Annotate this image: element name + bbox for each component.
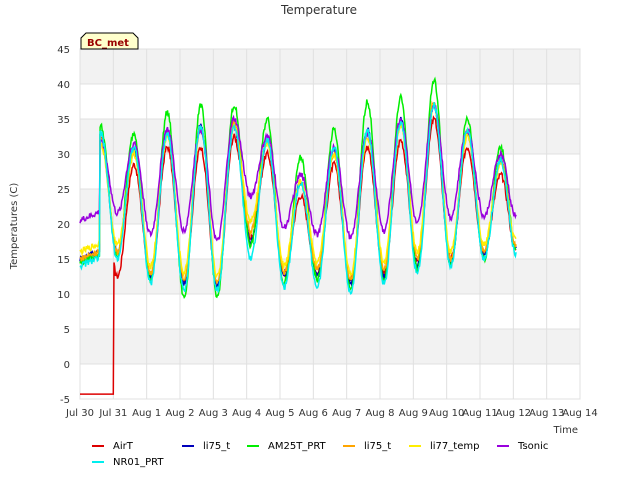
series-lines: [79, 76, 517, 395]
x-tick-label: Jul 31: [98, 408, 127, 419]
series-line-nr01-prt: [79, 102, 517, 296]
legend-label: AM25T_PRT: [268, 441, 327, 452]
x-tick-label: Aug 3: [199, 408, 228, 419]
x-tick-label: Aug 9: [399, 408, 428, 419]
y-tick-label: 35: [57, 115, 70, 126]
y-tick-label: 15: [57, 255, 70, 266]
plot-band: [80, 189, 580, 224]
x-axis-ticks: Jul 30 Jul 31 Aug 1 Aug 2 Aug 3 Aug 4 Aug 5 Aug…: [65, 408, 598, 419]
y-axis-title: Temperatures (C): [9, 183, 20, 271]
x-tick-label: Aug 8: [365, 408, 394, 419]
plot-band: [80, 49, 580, 84]
x-tick-label: Aug 10: [429, 408, 464, 419]
y-tick-label: 0: [64, 360, 70, 371]
x-tick-label: Aug 13: [529, 408, 564, 419]
legend-label: Tsonic: [517, 441, 548, 452]
y-tick-label: 20: [57, 220, 70, 231]
site-label-box: BC_met: [80, 32, 139, 50]
x-tick-label: Aug 11: [462, 408, 497, 419]
y-tick-label: 45: [57, 45, 70, 56]
x-tick-label: Aug 1: [132, 408, 161, 419]
x-axis-title: Time: [553, 425, 578, 436]
plot-band: [80, 364, 580, 399]
y-tick-label: 5: [64, 325, 70, 336]
legend-label: li77_temp: [430, 441, 479, 452]
x-tick-label: Aug 7: [332, 408, 361, 419]
x-tick-label: Aug 6: [299, 408, 328, 419]
x-tick-label: Aug 2: [165, 408, 194, 419]
x-tick-label: Aug 12: [496, 408, 531, 419]
x-tick-label: Aug 4: [232, 408, 261, 419]
x-tick-label: Aug 5: [265, 408, 294, 419]
legend-label: NR01_PRT: [113, 457, 164, 468]
x-tick-label: Jul 30: [65, 408, 94, 419]
x-tick-label: Aug 14: [562, 408, 597, 419]
legend: AirT li75_t AM25T_PRT li75_t li77_temp Tsonic…: [92, 441, 548, 468]
chart-title: Temperature: [280, 3, 357, 17]
plot-band: [80, 224, 580, 259]
y-tick-label: 10: [57, 290, 70, 301]
legend-label: li75_t: [364, 441, 391, 452]
plot-band: [80, 84, 580, 119]
y-tick-label: 30: [57, 150, 70, 161]
plot-band: [80, 259, 580, 294]
y-tick-label: 40: [57, 80, 70, 91]
site-label: BC_met: [87, 38, 129, 49]
y-tick-label: -5: [60, 395, 70, 406]
plot-band: [80, 329, 580, 364]
plot-band: [80, 294, 580, 329]
legend-label: AirT: [113, 441, 134, 452]
legend-label: li75_t: [203, 441, 230, 452]
y-axis-ticks: -5 0 5 10 15 20 25 30 35 40 45: [57, 45, 70, 406]
y-tick-label: 25: [57, 185, 70, 196]
series-line-tsonic: [79, 105, 517, 242]
